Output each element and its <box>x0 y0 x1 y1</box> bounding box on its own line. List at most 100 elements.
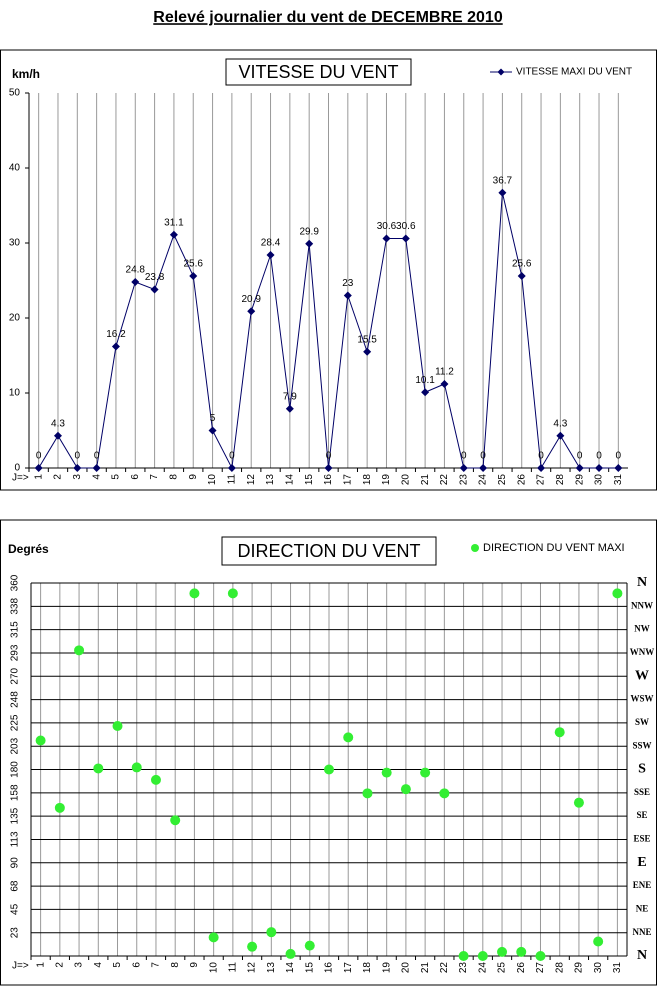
y2-tick-label: W <box>635 668 649 683</box>
data-label: 23 <box>342 278 354 289</box>
title-box <box>225 58 412 86</box>
y-tick-label: 248 <box>10 691 21 708</box>
x-tick-label: 14 <box>285 962 296 974</box>
data-point <box>169 230 178 239</box>
data-label: 0 <box>461 451 467 462</box>
x-tick-label: 6 <box>130 474 141 480</box>
x-tick-label: 19 <box>381 962 392 974</box>
x-tick-label: 22 <box>439 962 450 974</box>
x-tick-label: 25 <box>497 474 508 486</box>
data-point <box>497 946 508 957</box>
x-tick-label: 12 <box>247 962 258 974</box>
x-tick-label: 29 <box>574 962 585 974</box>
data-point <box>421 388 430 397</box>
data-label: 7.9 <box>283 391 297 402</box>
x-tick-label: 9 <box>188 474 199 480</box>
y-tick-label: 40 <box>9 163 21 174</box>
y-tick-label: 23 <box>10 927 21 939</box>
legend-marker <box>497 68 505 76</box>
y-axis-title: km/h <box>12 67 40 81</box>
y-tick-label: 90 <box>10 857 21 869</box>
data-point <box>227 588 238 599</box>
y-tick-label: 50 <box>9 88 21 99</box>
x-tick-label: 30 <box>594 474 605 486</box>
x-tick-label: 13 <box>265 474 276 486</box>
y2-tick-label: NNW <box>631 600 653 610</box>
data-label: 25.6 <box>512 259 532 270</box>
x-tick-label: 23 <box>458 474 469 486</box>
x-tick-label: 29 <box>574 474 585 486</box>
data-point <box>517 272 526 280</box>
data-label: 0 <box>229 451 235 462</box>
data-point <box>73 464 82 472</box>
data-point <box>554 727 565 738</box>
x-tick-label: 19 <box>381 474 392 486</box>
data-point <box>420 767 431 778</box>
data-point <box>35 735 46 746</box>
y2-tick-label: SSE <box>634 787 650 797</box>
data-point <box>516 946 527 957</box>
y-tick-label: 45 <box>10 903 21 915</box>
data-label: 0 <box>480 451 486 462</box>
y2-tick-label: ESE <box>633 834 650 844</box>
data-point <box>208 426 217 435</box>
data-point <box>131 278 140 286</box>
data-label: 0 <box>596 451 602 462</box>
y2-tick-label: SW <box>635 717 649 727</box>
data-label: 0 <box>538 451 544 462</box>
data-point <box>112 720 123 731</box>
y-tick-label: 20 <box>9 313 21 324</box>
data-point <box>285 948 296 959</box>
x-tick-label: 8 <box>170 962 181 968</box>
x-tick-label: 31 <box>613 474 624 486</box>
data-label: 5 <box>210 413 216 424</box>
x-tick-label: 15 <box>304 474 315 486</box>
data-point <box>458 951 469 961</box>
data-point <box>614 464 623 472</box>
data-label: 4.3 <box>553 418 567 429</box>
data-label: 10.1 <box>415 375 435 386</box>
data-point <box>400 784 411 795</box>
x-tick-label: 15 <box>304 962 315 974</box>
data-label: 0 <box>577 451 583 462</box>
x-axis-title: J=> <box>12 961 29 972</box>
data-label: 0 <box>326 451 332 462</box>
x-tick-label: 1 <box>35 962 46 968</box>
x-tick-label: 16 <box>323 474 334 486</box>
y-tick-label: 180 <box>10 761 21 778</box>
data-point <box>150 285 159 294</box>
x-tick-label: 1 <box>33 474 44 480</box>
y-tick-label: 0 <box>14 463 20 474</box>
x-tick-label: 30 <box>593 962 604 974</box>
x-tick-label: 2 <box>53 474 64 480</box>
data-point <box>305 239 314 248</box>
y-tick-label: 270 <box>10 667 21 684</box>
data-point <box>324 464 333 472</box>
title-box <box>221 536 437 566</box>
x-tick-label: 20 <box>400 474 411 486</box>
y2-tick-label: SSW <box>632 740 651 750</box>
x-tick-label: 8 <box>169 474 180 480</box>
data-point <box>74 645 85 656</box>
data-label: 23.8 <box>145 272 165 283</box>
x-tick-label: 6 <box>131 962 142 968</box>
y2-tick-label: E <box>637 855 646 870</box>
x-tick-label: 14 <box>284 474 295 486</box>
y-tick-label: 113 <box>10 831 21 847</box>
x-tick-label: 18 <box>362 962 373 974</box>
y2-tick-label: NW <box>634 624 650 634</box>
data-point <box>477 951 488 961</box>
x-tick-label: 5 <box>112 962 123 968</box>
y-tick-label: 158 <box>10 784 21 801</box>
y2-tick-label: SE <box>636 810 647 820</box>
x-tick-label: 27 <box>536 474 547 486</box>
data-label: 24.8 <box>126 265 146 276</box>
x-tick-label: 26 <box>516 474 527 486</box>
data-point <box>363 347 372 356</box>
data-label: 30.6 <box>396 221 416 232</box>
data-label: 0 <box>616 451 622 462</box>
y-tick-label: 30 <box>9 238 21 249</box>
x-tick-label: 11 <box>227 474 238 485</box>
y-tick-label: 68 <box>10 880 21 892</box>
x-axis-title: J=> <box>12 473 29 484</box>
